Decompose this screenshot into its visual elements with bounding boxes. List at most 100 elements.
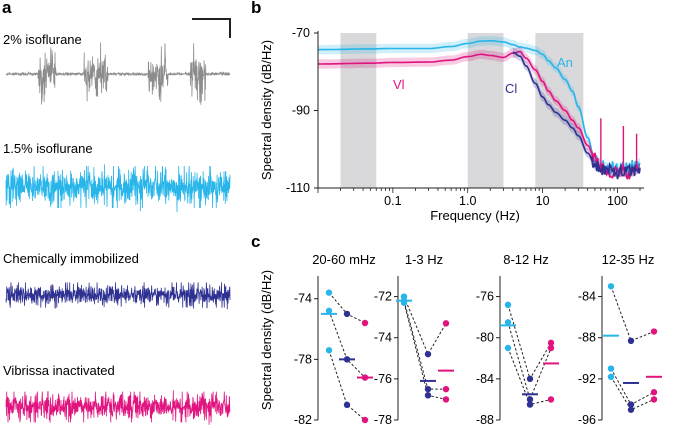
- data-point-magenta: [547, 396, 555, 403]
- data-point-magenta: [650, 389, 658, 396]
- subplot-title: 20-60 mHz: [312, 252, 376, 267]
- error-band-vl: [318, 46, 640, 178]
- subplot-2: 1-3 Hz -72 -74 -76 -78: [374, 252, 454, 427]
- subplot-4: 12-35 Hz -84 -88 -92 -96: [578, 252, 662, 427]
- panel-letter-c: c: [251, 232, 260, 251]
- panel-letter-b: b: [251, 0, 261, 17]
- data-point-navy: [627, 401, 635, 408]
- data-point-cyan: [504, 319, 512, 326]
- subplot-y-tick-label: -84: [578, 290, 596, 304]
- data-point-navy: [424, 392, 432, 399]
- subject-connector: [507, 322, 552, 401]
- subplot-y-tick-label: -74: [294, 292, 312, 306]
- subplot-y-tick-label: -74: [374, 331, 392, 345]
- x-tick-label: 10: [536, 194, 550, 208]
- data-point-navy: [627, 406, 635, 413]
- subplot-title: 1-3 Hz: [405, 252, 443, 267]
- subplot-y-tick-label: -76: [374, 372, 392, 386]
- spectrum-axes: -70 -90 -110 0.1 1.0 10 100: [286, 26, 644, 208]
- data-point-magenta: [442, 385, 450, 393]
- data-point-navy: [343, 310, 351, 318]
- trace-2-isoflurane: [5, 42, 231, 105]
- x-tick-label: 100: [607, 194, 628, 208]
- frequency-band-2: [467, 33, 504, 188]
- data-point-magenta: [361, 374, 369, 381]
- trace-vibrissa-inactivated: [5, 390, 231, 425]
- trace-label-2-isoflurane: 2% isoflurane: [3, 32, 82, 47]
- data-point-navy: [526, 375, 534, 383]
- data-point-magenta: [547, 344, 555, 352]
- panel-a-traces: 2% isoflurane 1.5% isoflurane Chemically i…: [3, 32, 231, 425]
- x-tick-label: 0.1: [384, 194, 401, 208]
- data-point-navy: [526, 396, 534, 403]
- frequency-bands: [340, 33, 584, 188]
- data-point-magenta: [442, 396, 450, 403]
- data-point-cyan: [607, 373, 615, 380]
- data-point-cyan: [607, 365, 615, 372]
- data-point-navy: [424, 385, 432, 393]
- subplot-y-tick-label: -84: [476, 372, 494, 386]
- data-point-navy: [627, 337, 635, 344]
- trace-label-chemically-immobilized: Chemically immobilized: [3, 251, 139, 266]
- subject-connector: [507, 304, 552, 381]
- subplot-y-tick-label: -78: [374, 413, 392, 427]
- panel-c-y-axis-label: Spectral density (dB/Hz): [259, 270, 274, 410]
- data-point-magenta: [361, 416, 369, 424]
- y-tick-label: -70: [292, 26, 310, 40]
- data-point-cyan: [325, 347, 333, 354]
- data-point-magenta: [650, 396, 658, 403]
- data-point-navy: [526, 401, 534, 408]
- data-point-cyan: [504, 301, 512, 308]
- subject-connector: [610, 376, 655, 411]
- trace-label-vibrissa-inactivated: Vibrissa inactivated: [3, 363, 115, 378]
- data-point-magenta: [361, 319, 369, 327]
- subject-connector: [403, 302, 447, 400]
- trace-label-1-5-isoflurane: 1.5% isoflurane: [3, 141, 93, 156]
- y-tick-label: -90: [292, 104, 310, 118]
- subplot-y-tick-label: -88: [476, 413, 494, 427]
- data-point-navy: [343, 356, 351, 363]
- subject-connector: [328, 292, 366, 324]
- data-point-cyan: [607, 283, 615, 290]
- subplot-title: 8-12 Hz: [503, 252, 549, 267]
- series-label-cl: Cl: [505, 81, 517, 96]
- subplot-3: 8-12 Hz -76 -80 -84 -88: [476, 252, 559, 427]
- subplot-1: 20-60 mHz -74 -78 -82: [294, 252, 376, 427]
- subplot-y-tick-label: -78: [294, 352, 312, 366]
- spectrum-line-vl: [318, 50, 641, 180]
- series-label-an: An: [557, 55, 573, 70]
- x-tick-label: 1.0: [459, 194, 476, 208]
- subplot-y-tick-label: -88: [578, 331, 596, 345]
- subplot-y-tick-label: -72: [374, 290, 392, 304]
- x-axis-label: Frequency (Hz): [430, 208, 520, 223]
- scale-bar: [192, 18, 231, 38]
- data-point-navy: [343, 401, 351, 409]
- series-label-vl: Vl: [393, 77, 405, 92]
- data-point-cyan: [325, 289, 333, 296]
- subplot-y-tick-label: -80: [476, 331, 494, 345]
- spectrum-line-cl: [512, 51, 641, 180]
- subplot-y-tick-label: -92: [578, 372, 596, 386]
- data-point-cyan: [504, 344, 512, 352]
- data-point-magenta: [650, 328, 658, 335]
- panel-b-spectrum: -70 -90 -110 0.1 1.0 10 100 Frequency (Hz) Spe…: [259, 26, 644, 223]
- subplot-y-tick-label: -82: [294, 413, 312, 427]
- data-point-navy: [424, 350, 432, 358]
- data-point-magenta: [442, 320, 450, 327]
- subject-connector: [403, 300, 446, 390]
- data-point-cyan: [325, 307, 333, 315]
- data-point-magenta: [547, 339, 555, 347]
- panel-c-scatter: 20-60 mHz -74 -78 -82 1-3 Hz -72 -74 -76 -78 8-12…: [294, 252, 662, 427]
- subplot-y-tick-label: -96: [578, 413, 596, 427]
- frequency-band-3: [535, 33, 549, 188]
- trace-1-5-isoflurane: [5, 164, 231, 213]
- y-axis-label: Spectral density (dB/Hz): [259, 40, 274, 180]
- subject-connector: [610, 368, 655, 406]
- subject-connector: [403, 296, 447, 356]
- subplot-y-tick-label: -76: [476, 290, 494, 304]
- frequency-band-1: [340, 33, 377, 188]
- subject-connector: [328, 350, 366, 421]
- subplot-title: 12-35 Hz: [602, 252, 655, 267]
- spectrum-lines: [317, 36, 641, 180]
